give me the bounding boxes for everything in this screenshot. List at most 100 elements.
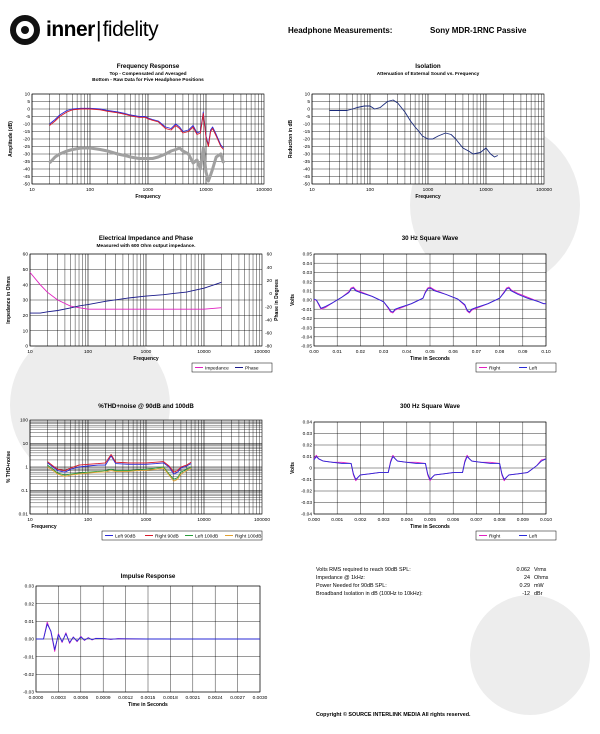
y-tick-label: -15 — [23, 129, 30, 135]
series-line-0 — [29, 272, 222, 310]
x-tick-label: 0.008 — [494, 517, 506, 523]
x-tick-label: 0.0027 — [230, 695, 245, 701]
y-tick-label: 0.02 — [25, 601, 35, 607]
y-tick-label: 0.01 — [19, 512, 29, 518]
y-axis-label: Volts — [290, 462, 296, 474]
y2-tick-label: 0 — [269, 291, 272, 297]
x-tick-label: 0.0012 — [118, 695, 133, 701]
x-axis-label: Time in Seconds — [410, 524, 450, 530]
y-tick-label: 5 — [307, 99, 310, 105]
legend-entry: Right — [489, 533, 501, 539]
x-tick-label: 0.02 — [356, 349, 366, 355]
chart-subtitle: Measured with 600 Ohm output impedance. — [97, 243, 196, 249]
y-tick-label: -45 — [23, 174, 30, 180]
y-tick-label: -0.03 — [301, 500, 312, 506]
y-tick-label: -20 — [303, 137, 310, 143]
y-tick-label: 50 — [23, 267, 29, 273]
chart-title: Isolation — [415, 63, 441, 70]
x-tick-label: 1000 — [423, 187, 434, 193]
stats-panel: Volts RMS required to reach 90dB SPL: 0.0… — [316, 566, 548, 598]
x-tick-label: 100 — [84, 517, 92, 523]
y-tick-label: -0.03 — [301, 325, 312, 331]
y2-axis-label: Phase in Degrees — [274, 279, 280, 321]
x-tick-label: 0.01 — [333, 349, 343, 355]
legend-box — [475, 530, 557, 541]
x-tick-label: 0.05 — [425, 349, 435, 355]
x-tick-label: 0.004 — [401, 517, 413, 523]
y-tick-label: -30 — [23, 152, 30, 158]
y-tick-label: -0.01 — [301, 307, 312, 313]
x-tick-label: 100000 — [254, 517, 270, 523]
y-tick-label: -10 — [303, 122, 310, 128]
x-tick-label: 1000 — [141, 517, 152, 523]
grid — [313, 253, 547, 347]
chart-title: Frequency Response — [117, 63, 180, 70]
y-tick-label: -45 — [303, 174, 310, 180]
legend-entry: Left — [529, 365, 538, 371]
x-axis-label: Frequency — [135, 194, 161, 200]
y-tick-label: 10 — [23, 441, 29, 447]
model-name: Sony MDR-1RNC Passive — [430, 26, 527, 35]
y-tick-label: 0.01 — [303, 289, 313, 295]
x-tick-label: 0.07 — [472, 349, 482, 355]
x-tick-label: 0.0024 — [208, 695, 223, 701]
y-tick-label: 10 — [305, 92, 311, 98]
impulse-response-chart: Impulse Response 0.0000 0.0003 0.0006 0.0009… — [23, 573, 268, 708]
y-tick-label: 0.03 — [303, 270, 313, 276]
y-tick-label: -0.02 — [301, 316, 312, 322]
y-tick-label: 0.01 — [25, 619, 35, 625]
x-axis-label: Frequency — [133, 356, 159, 362]
y-tick-label: 0.05 — [303, 252, 313, 258]
x-axis-label: Frequency — [31, 524, 57, 530]
y-tick-label: 0.03 — [303, 431, 313, 437]
legend-entry: Right 100dB — [235, 533, 261, 539]
y-tick-label: 0.00 — [303, 298, 313, 304]
chart-subtitle: Top - Compensated and Averaged — [109, 71, 186, 77]
stat-row: Impedance @ 1kHz: 24 Ohms — [316, 575, 549, 581]
stat-row: Volts RMS required to reach 90dB SPL: 0.0… — [316, 567, 547, 573]
x-tick-label: 0.007 — [470, 517, 482, 523]
yin-yang-headphone-icon — [10, 15, 40, 45]
x-tick-label: 10 — [309, 187, 315, 193]
y-tick-label: 0 — [25, 344, 28, 350]
x-tick-label: 0.0030 — [253, 695, 268, 701]
x-tick-label: 10000 — [479, 187, 493, 193]
chart-title: 300 Hz Square Wave — [400, 403, 461, 410]
chart-title: %THD+noise @ 90dB and 100dB — [98, 403, 194, 410]
y-tick-label: 60 — [23, 252, 29, 258]
chart-title: Impulse Response — [121, 573, 176, 580]
x-tick-label: 10 — [27, 517, 33, 523]
chart-subtitle: Bottom - Raw Data for Five Headphone Pos… — [92, 77, 204, 83]
square-wave-300hz-chart: 300 Hz Square Wave 0.000 0.001 0.002 0.003 0.… — [290, 403, 557, 541]
x-tick-label: 0.010 — [540, 517, 552, 523]
copyright: Copyright © SOURCE INTERLINK MEDIA All r… — [316, 712, 471, 718]
y-tick-label: 0.03 — [25, 584, 35, 590]
watermark-yin-yang-icon — [470, 595, 590, 715]
grid — [313, 421, 547, 515]
x-tick-label: 10 — [29, 187, 35, 193]
x-tick-label: 100 — [366, 187, 374, 193]
x-axis-label: Time in Seconds — [410, 356, 450, 362]
series-line-1 — [313, 456, 547, 480]
y-tick-label: -0.01 — [23, 654, 34, 660]
y-tick-label: -25 — [23, 144, 30, 150]
brand-fidelity: fidelity — [102, 18, 159, 41]
y-tick-label: -50 — [23, 182, 30, 188]
y-tick-label: 0 — [27, 107, 30, 113]
chart-title: 30 Hz Square Wave — [402, 235, 459, 242]
x-tick-label: 0.06 — [449, 349, 459, 355]
series-line-0 — [329, 99, 498, 158]
legend-entry: Right 90dB — [155, 533, 179, 539]
x-tick-label: 0.006 — [447, 517, 459, 523]
x-tick-label: 0.0009 — [96, 695, 111, 701]
y-tick-label: 0.00 — [25, 637, 35, 643]
x-tick-label: 100 — [84, 349, 92, 355]
stat-row: Power Needed for 90dB SPL: 0.29 mW — [316, 583, 544, 589]
y-tick-label: -5 — [26, 114, 31, 120]
x-tick-label: 0.003 — [378, 517, 390, 523]
x-tick-label: 100 — [86, 187, 94, 193]
legend-entry: Impedance — [205, 365, 229, 371]
series-line-1 — [36, 623, 260, 651]
y-tick-label: -15 — [303, 129, 310, 135]
y-tick-label: 100 — [20, 418, 28, 424]
